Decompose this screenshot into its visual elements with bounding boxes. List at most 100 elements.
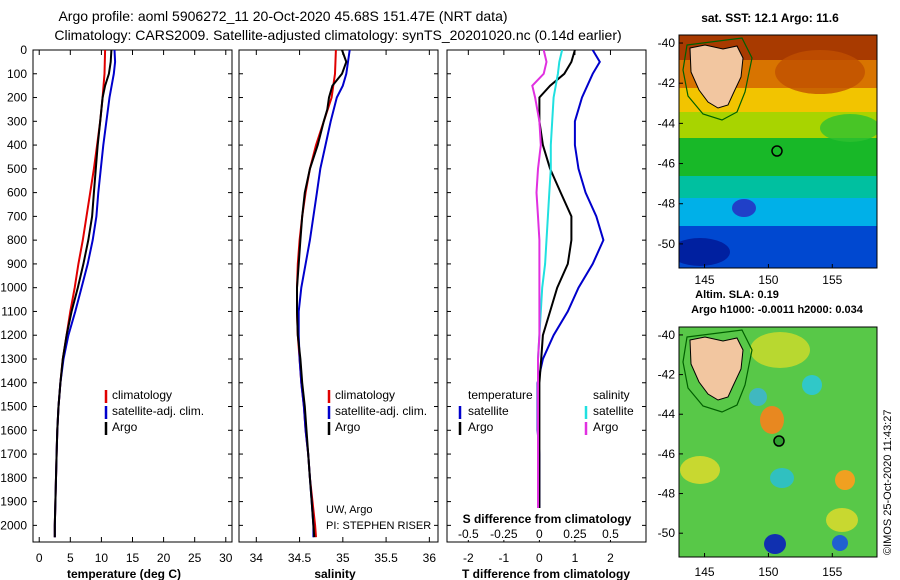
depth-tick-label: 600 xyxy=(7,186,27,200)
figure-title-line2: Climatology: CARS2009. Satellite-adjuste… xyxy=(54,27,621,43)
depth-tick-label: 0 xyxy=(20,43,27,57)
salinity-argo-difference-line xyxy=(531,50,548,538)
sst-map-frame xyxy=(678,34,878,269)
map-lon-tick-label: 145 xyxy=(695,565,715,579)
map-lon-tick-label: 145 xyxy=(695,273,715,287)
figure-title-line1: Argo profile: aoml 5906272_11 20-Oct-202… xyxy=(58,8,507,24)
map-lat-tick-label: -46 xyxy=(658,447,676,461)
salinity-legend: climatology satellite-adj. clim. Argo xyxy=(327,388,427,435)
map-lat-tick-label: -40 xyxy=(658,328,676,342)
temperature-panel: 0 5 10 15 20 25 30 temperature (deg C) climato… xyxy=(36,50,233,580)
temperature-argo-line xyxy=(53,50,113,538)
sst-deep-blue-patch xyxy=(679,238,730,266)
sla-map-ticks: 145 150 155 -40 -42 -44 -46 -48 -50 xyxy=(658,328,843,579)
salinity-panel: 34 34.5 35 35.5 36 salinity climatology sate… xyxy=(250,50,437,580)
map-lon-tick-label: 155 xyxy=(822,565,842,579)
depth-tick-label: 400 xyxy=(7,138,27,152)
legend-label-temperature-satellite: satellite xyxy=(468,404,509,418)
t-difference-label: T difference from climatology xyxy=(462,567,630,580)
depth-tick-label: 1200 xyxy=(0,328,27,342)
sst-band-cyan xyxy=(679,198,877,228)
depth-tick-label: 100 xyxy=(7,67,27,81)
sst-green-patch xyxy=(820,114,877,142)
map-lon-tick-label: 150 xyxy=(758,565,778,579)
map-lat-tick-label: -42 xyxy=(658,368,676,382)
depth-tick-label: 300 xyxy=(7,114,27,128)
sla-feature-yellow-3 xyxy=(826,508,858,532)
depth-tick-label: 1300 xyxy=(0,352,27,366)
depth-tick-label: 1100 xyxy=(1,304,27,318)
imos-credit: ©IMOS 25-Oct-2020 11:43:27 xyxy=(882,410,894,555)
difference-panel-frame xyxy=(446,49,647,543)
salinity-tick-label: 34.5 xyxy=(288,551,312,565)
depth-tick-label: 1700 xyxy=(0,447,27,461)
sla-feature-cyan-2 xyxy=(749,388,767,406)
map-lon-tick-label: 150 xyxy=(758,273,778,287)
temperature-tick-label: 10 xyxy=(95,551,109,565)
temperature-argo-difference-line xyxy=(538,50,576,538)
depth-tick-label: 1000 xyxy=(0,281,27,295)
sla-argo-position-marker xyxy=(773,435,785,447)
temperature-tick-label: 30 xyxy=(219,551,233,565)
temperature-legend: climatology satellite-adj. clim. Argo xyxy=(104,388,204,435)
tasmania-shelf-contour xyxy=(682,37,753,121)
salinity-tick-label: 35.5 xyxy=(374,551,398,565)
sla-feature-blue-1 xyxy=(764,534,786,554)
sst-map-panel: sat. SST: 12.1 Argo: 11.6 145 150 155 -40 -4… xyxy=(658,11,878,287)
tasmania-shelf-contour xyxy=(682,329,753,413)
t-difference-tick-label: 1 xyxy=(572,551,579,565)
s-difference-tick-label: 0.25 xyxy=(563,527,587,541)
legend-label-climatology: climatology xyxy=(335,388,395,402)
map-lat-tick-label: -44 xyxy=(658,116,676,130)
legend-label-temperature-argo: Argo xyxy=(468,420,494,434)
map-lat-tick-label: -44 xyxy=(658,407,676,421)
salinity-tick-label: 34 xyxy=(250,551,264,565)
map-lat-tick-label: -48 xyxy=(658,197,676,211)
sla-feature-cyan-3 xyxy=(770,468,794,488)
salinity-argo-line xyxy=(296,50,348,538)
data-source-annotation: UW, Argo xyxy=(326,504,372,516)
legend-label-argo: Argo xyxy=(112,420,138,434)
t-difference-tick-label: -1 xyxy=(499,551,510,565)
salinity-panel-frame xyxy=(238,49,439,543)
sst-warm-patch xyxy=(775,50,865,94)
depth-tick-label: 900 xyxy=(7,257,27,271)
s-difference-tick-label: -0.25 xyxy=(490,527,518,541)
sla-feature-yellow-2 xyxy=(680,456,720,484)
depth-tick-label: 1500 xyxy=(0,400,27,414)
t-difference-tick-label: 2 xyxy=(607,551,614,565)
tasmania-landmass xyxy=(689,336,744,401)
map-lat-tick-label: -46 xyxy=(658,157,676,171)
sla-map-subtitle: Argo h1000: -0.0011 h2000: 0.034 xyxy=(691,304,864,316)
depth-tick-label: 2000 xyxy=(0,518,27,532)
temperature-x-label: temperature (deg C) xyxy=(67,567,181,580)
salinity-tick-label: 36 xyxy=(423,551,437,565)
legend-label-climatology: climatology xyxy=(112,388,172,402)
salinity-x-ticks: 34 34.5 35 35.5 36 xyxy=(250,50,437,565)
sla-feature-orange-1 xyxy=(760,406,784,434)
sst-band-green xyxy=(679,138,877,178)
s-difference-label: S difference from climatology xyxy=(463,512,632,526)
legend-label-satellite: satellite-adj. clim. xyxy=(335,404,427,418)
t-difference-tick-label: -2 xyxy=(463,551,474,565)
map-lat-tick-label: -50 xyxy=(658,526,676,540)
sst-map-ticks: 145 150 155 -40 -42 -44 -46 -48 -50 xyxy=(658,36,843,287)
salinity-x-label: salinity xyxy=(314,567,356,580)
depth-tick-label: 200 xyxy=(7,91,27,105)
sla-map-frame xyxy=(678,326,878,558)
depth-axis: 0 100 200 300 400 500 600 700 800 900 1000 1100 1200… xyxy=(0,43,646,532)
legend-label-salinity-satellite: satellite xyxy=(593,404,634,418)
t-difference-tick-label: 0 xyxy=(536,551,543,565)
temperature-satellite-difference-line xyxy=(536,50,605,538)
depth-tick-label: 1600 xyxy=(0,423,27,437)
legend-label-salinity-argo: Argo xyxy=(593,420,619,434)
map-lat-tick-label: -48 xyxy=(658,487,676,501)
tasmania-landmass xyxy=(689,44,744,109)
principal-investigator-annotation: PI: STEPHEN RISER xyxy=(326,520,431,532)
sst-map-title: sat. SST: 12.1 Argo: 11.6 xyxy=(701,11,839,25)
legend-label-satellite: satellite-adj. clim. xyxy=(112,404,204,418)
sla-feature-blue-2 xyxy=(832,535,848,551)
s-difference-ticks: -0.5 -0.25 0 0.25 0.5 xyxy=(458,527,619,541)
sla-map-title: Altim. SLA: 0.19 xyxy=(695,289,779,301)
